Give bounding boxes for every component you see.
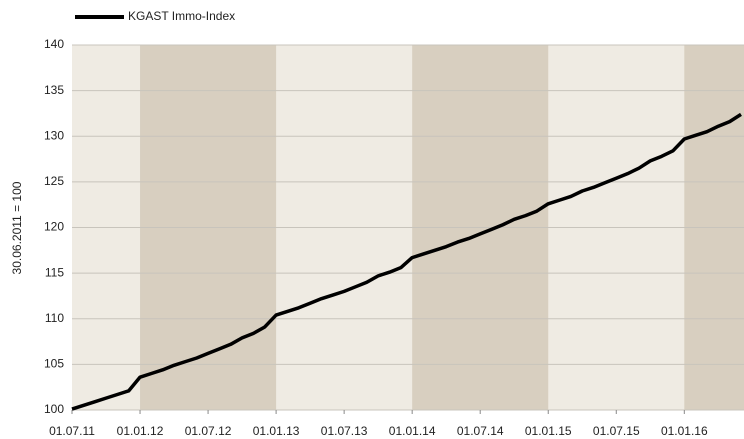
x-tick-label: 01.07.12	[185, 424, 232, 438]
x-tick-label: 01.01.13	[253, 424, 300, 438]
y-tick-label: 115	[45, 265, 64, 279]
y-tick-label: 130	[44, 128, 64, 142]
y-tick-label: 110	[45, 311, 64, 325]
x-tick-label: 01.07.13	[321, 424, 368, 438]
y-tick-label: 105	[44, 357, 64, 371]
y-axis-label: 30.06.2011 = 100	[10, 181, 24, 274]
x-tick-label: 01.01.12	[117, 424, 164, 438]
y-tick-label: 125	[44, 174, 64, 188]
x-tick-label: 01.07.15	[593, 424, 640, 438]
y-tick-label: 100	[44, 402, 64, 416]
y-tick-label: 135	[44, 83, 64, 97]
x-tick-label: 01.01.16	[661, 424, 708, 438]
x-tick-label: 01.01.14	[389, 424, 436, 438]
y-tick-label: 140	[44, 37, 64, 51]
x-tick-label: 01.07.14	[457, 424, 504, 438]
series-line	[71, 112, 742, 411]
y-tick-label: 120	[44, 220, 64, 234]
x-tick-label: 01.07.11	[49, 424, 95, 438]
legend-label: KGAST Immo-Index	[128, 9, 235, 23]
x-tick-label: 01.01.15	[525, 424, 572, 438]
